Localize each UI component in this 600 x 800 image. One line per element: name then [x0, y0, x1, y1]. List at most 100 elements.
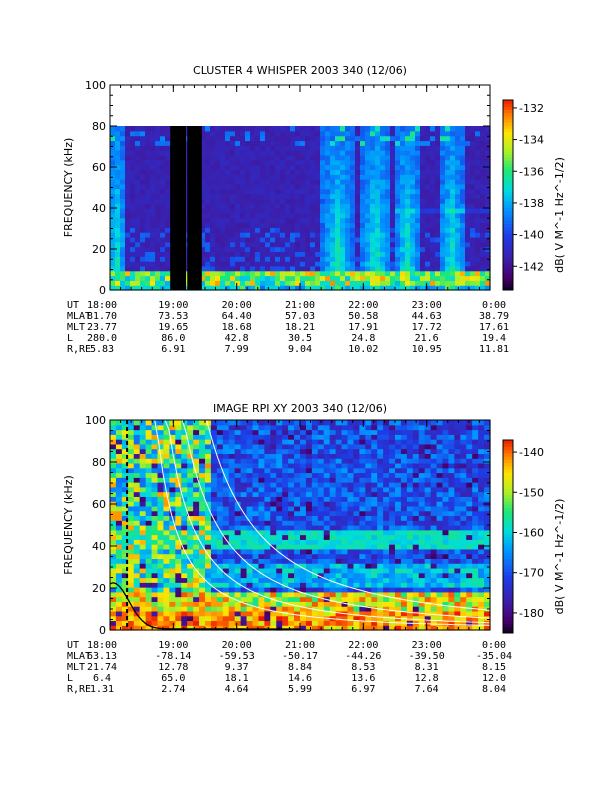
- y-axis-label: FREQUENCY (kHz): [62, 475, 75, 575]
- ephemeris-value: 14.6: [288, 673, 312, 684]
- ephemeris-value: -50.17: [282, 651, 318, 662]
- ephemeris-value: 280.0: [87, 333, 117, 344]
- ephemeris-value: 10.02: [348, 344, 378, 355]
- data-gap: [170, 126, 186, 290]
- colorbar-tick-label: -180: [519, 607, 544, 620]
- y-tick-label: 80: [92, 456, 106, 469]
- ephemeris-value: 17.72: [412, 322, 442, 333]
- ephemeris-value: 20:00: [222, 300, 252, 311]
- ephemeris-value: 6.4: [93, 673, 111, 684]
- ephemeris-value: 18.21: [285, 322, 315, 333]
- y-tick-label: 20: [92, 582, 106, 595]
- ephemeris-value: 21:00: [285, 300, 315, 311]
- y-tick-label: 100: [85, 79, 106, 92]
- ephemeris-row-label: MLAT: [67, 311, 91, 322]
- ephemeris-row-label: L: [67, 333, 73, 344]
- ephemeris-value: 86.0: [161, 333, 185, 344]
- ephemeris-value: 10.95: [412, 344, 442, 355]
- ephemeris-value: -59.53: [219, 651, 255, 662]
- model-density-curve: [195, 419, 491, 611]
- colorbar-tick-label: -136: [519, 165, 544, 178]
- ephemeris-value: 63.13: [87, 651, 117, 662]
- ephemeris-value: 17.61: [479, 322, 509, 333]
- ephemeris-value: 50.58: [348, 311, 378, 322]
- spectrogram-image: [110, 126, 491, 291]
- ephemeris-value: 18:00: [87, 300, 117, 311]
- ephemeris-row-label: R,RE: [67, 344, 91, 355]
- ephemeris-value: 21:00: [285, 640, 315, 651]
- ephemeris-value: 11.81: [479, 344, 509, 355]
- model-density-curve: [154, 419, 491, 626]
- ephemeris-value: 2.74: [161, 684, 185, 695]
- ephemeris-value: -44.26: [345, 651, 381, 662]
- colorbar-tick-label: -150: [519, 486, 544, 499]
- ephemeris-value: 42.8: [225, 333, 249, 344]
- ephemeris-value: 19.4: [482, 333, 506, 344]
- ephemeris-value: 65.0: [161, 673, 185, 684]
- ephemeris-value: 8.15: [482, 662, 506, 673]
- colorbar-label: dB( V M^-1 Hz^-1/2): [553, 499, 566, 615]
- ephemeris-value: 4.64: [225, 684, 249, 695]
- y-tick-label: 20: [92, 243, 106, 256]
- ephemeris-value: 8.31: [415, 662, 439, 673]
- ephemeris-value: -39.50: [409, 651, 445, 662]
- y-tick-label: 60: [92, 161, 106, 174]
- ephemeris-value: 7.64: [415, 684, 439, 695]
- colorbar-tick-label: -160: [519, 526, 544, 539]
- ephemeris-value: 6.97: [351, 684, 375, 695]
- ephemeris-value: 20:00: [222, 640, 252, 651]
- ephemeris-value: 0:00: [482, 640, 506, 651]
- ephemeris-value: 18.1: [225, 673, 249, 684]
- ephemeris-value: 18.68: [222, 322, 252, 333]
- ephemeris-row-label: MLT: [67, 322, 85, 333]
- ephemeris-value: 64.40: [222, 311, 252, 322]
- ephemeris-value: 12.78: [158, 662, 188, 673]
- ephemeris-row-label: UT: [67, 640, 79, 651]
- ephemeris-value: 9.04: [288, 344, 312, 355]
- colorbar-tick-label: -134: [519, 134, 544, 147]
- ephemeris-value: 44.63: [412, 311, 442, 322]
- ephemeris-value: 18:00: [87, 640, 117, 651]
- ephemeris-row-label: MLT: [67, 662, 85, 673]
- ephemeris-value: 57.03: [285, 311, 315, 322]
- model-density-curve: [178, 419, 491, 619]
- colorbar-tick-label: -132: [519, 102, 544, 115]
- ephemeris-value: 24.8: [351, 333, 375, 344]
- ephemeris-value: 0:00: [482, 300, 506, 311]
- ephemeris-value: 5.99: [288, 684, 312, 695]
- ephemeris-value: 22:00: [348, 640, 378, 651]
- ephemeris-value: 8.53: [351, 662, 375, 673]
- image-rpi-panel: IMAGE RPI XY 2003 340 (12/06) 0 20 40 60 80 10…: [62, 402, 566, 695]
- ephemeris-value: 6.91: [161, 344, 185, 355]
- data-gap: [187, 126, 202, 290]
- ephemeris-value: 12.0: [482, 673, 506, 684]
- chart-title: CLUSTER 4 WHISPER 2003 340 (12/06): [193, 64, 407, 77]
- y-tick-label: 60: [92, 498, 106, 511]
- y-tick-label: 0: [99, 284, 106, 297]
- ephemeris-value: 9.37: [225, 662, 249, 673]
- ephemeris-value: 17.91: [348, 322, 378, 333]
- ephemeris-value: -78.14: [155, 651, 191, 662]
- y-tick-label: 40: [92, 202, 106, 215]
- ephemeris-value: 81.70: [87, 311, 117, 322]
- colorbar-tick-label: -140: [519, 229, 544, 242]
- ephemeris-value: 7.99: [225, 344, 249, 355]
- ephemeris-value: 21.74: [87, 662, 117, 673]
- ephemeris-value: 1.31: [90, 684, 114, 695]
- ephemeris-value: 19.65: [158, 322, 188, 333]
- ephemeris-value: 23:00: [412, 300, 442, 311]
- ephemeris-value: 13.6: [351, 673, 375, 684]
- ephemeris-row-label: UT: [67, 300, 79, 311]
- ephemeris-value: 5.83: [90, 344, 114, 355]
- spectrogram-image: [110, 420, 491, 631]
- ephemeris-value: 23.77: [87, 322, 117, 333]
- y-tick-label: 40: [92, 540, 106, 553]
- colorbar-tick-label: -138: [519, 197, 544, 210]
- ephemeris-value: 8.84: [288, 662, 312, 673]
- ephemeris-value: 30.5: [288, 333, 312, 344]
- ephemeris-row-label: R,RE: [67, 684, 91, 695]
- y-tick-label: 0: [99, 624, 106, 637]
- colorbar-label: dB( V M^-1 Hz^-1/2): [553, 157, 566, 273]
- y-tick-label: 100: [85, 414, 106, 427]
